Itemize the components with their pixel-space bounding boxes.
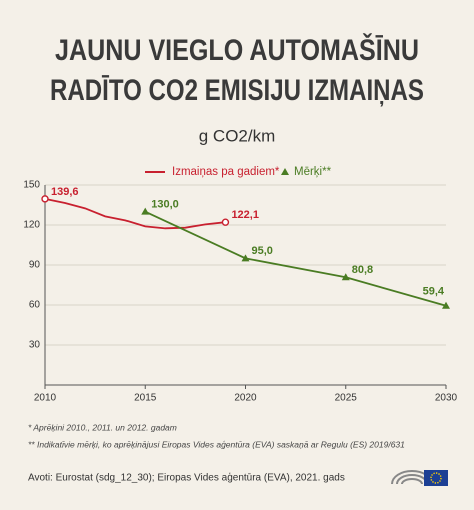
y-tick-label: 60 [29, 300, 41, 311]
point-marker [241, 254, 250, 262]
y-tick-label: 150 [23, 180, 40, 191]
y-tick-label: 30 [29, 340, 41, 351]
footnote: * Aprēķini 2010., 2011. un 2012. gadam [28, 422, 177, 432]
data-label: 59,4 [423, 286, 445, 298]
y-tick-label: 90 [29, 260, 41, 271]
logo [391, 470, 448, 486]
source: Avoti: Eurostat (sdg_12_30); Eiropas Vid… [28, 471, 345, 484]
x-tick-label: 2030 [435, 393, 458, 404]
point-marker [41, 195, 49, 203]
series-line [144, 210, 447, 307]
data-label: 122,1 [231, 209, 259, 221]
data-label: 139,6 [51, 186, 79, 198]
footnote: ** Indikatīvie mērķi, ko aprēķinājusi Ei… [28, 439, 405, 449]
legend-marker [281, 168, 289, 175]
data-label: 130,0 [151, 199, 179, 211]
chart-title: RADĪTO CO2 EMISIJU IZMAIŅAS [50, 74, 424, 107]
data-label: 95,0 [252, 245, 273, 257]
x-tick-label: 2015 [134, 393, 157, 404]
x-tick-label: 2010 [34, 393, 57, 404]
data-label: 80,8 [352, 264, 373, 276]
point-marker [442, 301, 450, 309]
chart-title: JAUNU VIEGLO AUTOMAŠĪNU [55, 33, 419, 67]
x-tick-label: 2025 [335, 393, 358, 404]
point-marker [141, 207, 150, 215]
chart-subtitle: g CO2/km [199, 126, 276, 145]
x-tick-label: 2020 [234, 393, 257, 404]
point-marker [341, 273, 350, 281]
series-line [44, 197, 226, 230]
point-marker [221, 218, 230, 226]
legend-label: Mērķi** [294, 166, 332, 178]
legend-label: Izmaiņas pa gadiem* [172, 166, 280, 178]
y-tick-label: 120 [23, 220, 40, 231]
